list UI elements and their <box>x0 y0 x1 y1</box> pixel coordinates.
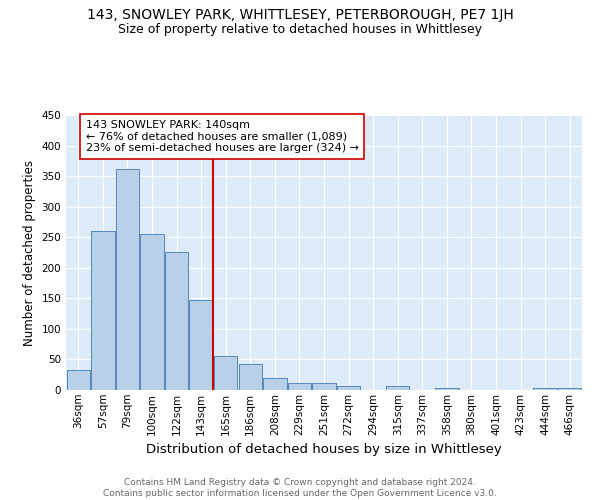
Bar <box>140 234 164 390</box>
X-axis label: Distribution of detached houses by size in Whittlesey: Distribution of detached houses by size … <box>146 443 502 456</box>
Bar <box>533 388 557 390</box>
Bar <box>91 231 115 390</box>
Text: 143, SNOWLEY PARK, WHITTLESEY, PETERBOROUGH, PE7 1JH: 143, SNOWLEY PARK, WHITTLESEY, PETERBORO… <box>86 8 514 22</box>
Bar <box>190 300 213 390</box>
Text: Contains HM Land Registry data © Crown copyright and database right 2024.
Contai: Contains HM Land Registry data © Crown c… <box>103 478 497 498</box>
Y-axis label: Number of detached properties: Number of detached properties <box>23 160 36 346</box>
Bar <box>116 169 139 390</box>
Bar <box>67 370 90 390</box>
Bar <box>558 388 581 390</box>
Bar <box>313 384 335 390</box>
Bar <box>239 364 262 390</box>
Bar <box>165 252 188 390</box>
Bar <box>337 386 360 390</box>
Bar <box>214 356 238 390</box>
Bar <box>386 386 409 390</box>
Text: 143 SNOWLEY PARK: 140sqm
← 76% of detached houses are smaller (1,089)
23% of sem: 143 SNOWLEY PARK: 140sqm ← 76% of detach… <box>86 120 359 153</box>
Bar <box>288 384 311 390</box>
Text: Size of property relative to detached houses in Whittlesey: Size of property relative to detached ho… <box>118 22 482 36</box>
Bar <box>435 388 458 390</box>
Bar <box>263 378 287 390</box>
